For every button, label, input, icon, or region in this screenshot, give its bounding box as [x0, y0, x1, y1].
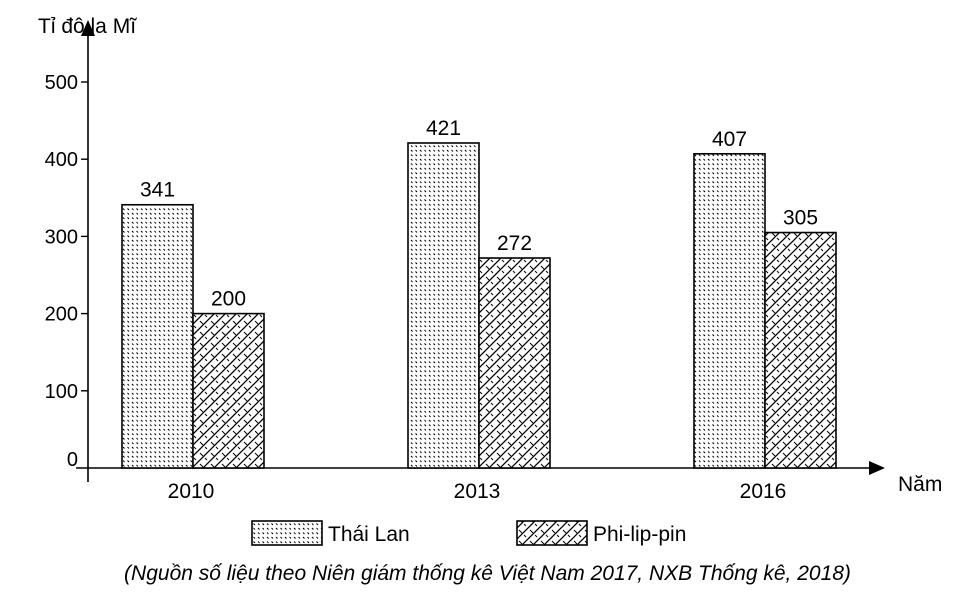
y-tick-label: 0	[67, 449, 78, 471]
bar-thai-lan-2010	[121, 203, 194, 469]
bar-phi-lip-pin-2016	[764, 231, 837, 469]
x-axis-arrow	[869, 461, 885, 475]
x-tick-label: 2013	[454, 480, 501, 503]
data-label: 421	[426, 117, 461, 140]
source-note: (Nguồn số liệu theo Niên giám thống kê V…	[124, 562, 851, 585]
legend: Thái Lan Phi-lip-pin	[251, 520, 686, 546]
bar-phi-lip-pin-2013	[478, 257, 551, 469]
data-label: 305	[783, 207, 818, 230]
bar-thai-lan-2016	[693, 152, 766, 469]
data-label: 200	[211, 288, 246, 311]
bars-group	[121, 142, 837, 469]
legend-swatch-phi-lip-pin	[516, 520, 588, 546]
y-tick-label: 100	[45, 381, 78, 403]
legend-label: Phi-lip-pin	[593, 523, 686, 546]
data-label: 272	[497, 232, 532, 255]
data-label: 341	[140, 179, 175, 202]
bar-chart: Tỉ đô la Mĩ Năm 0 100 200 300 400 500 341 200 201…	[38, 15, 942, 546]
y-tick-label: 400	[45, 149, 78, 171]
bar-phi-lip-pin-2010	[192, 312, 265, 469]
bar-thai-lan-2013	[407, 142, 480, 469]
x-tick-label: 2010	[168, 480, 215, 503]
x-axis-label: Năm	[898, 473, 942, 496]
legend-swatch-thai-lan	[251, 520, 323, 546]
legend-label: Thái Lan	[328, 523, 410, 546]
y-axis-label: Tỉ đô la Mĩ	[38, 15, 137, 38]
x-tick-label: 2016	[740, 480, 787, 503]
y-tick-label: 500	[45, 72, 78, 94]
y-tick-label: 300	[45, 226, 78, 248]
y-tick-label: 200	[45, 304, 78, 326]
y-axis-arrow	[81, 20, 95, 36]
data-label: 407	[712, 128, 747, 151]
labels-group: 341 200 2010 421 272 2013 407 305 2016	[140, 117, 818, 503]
